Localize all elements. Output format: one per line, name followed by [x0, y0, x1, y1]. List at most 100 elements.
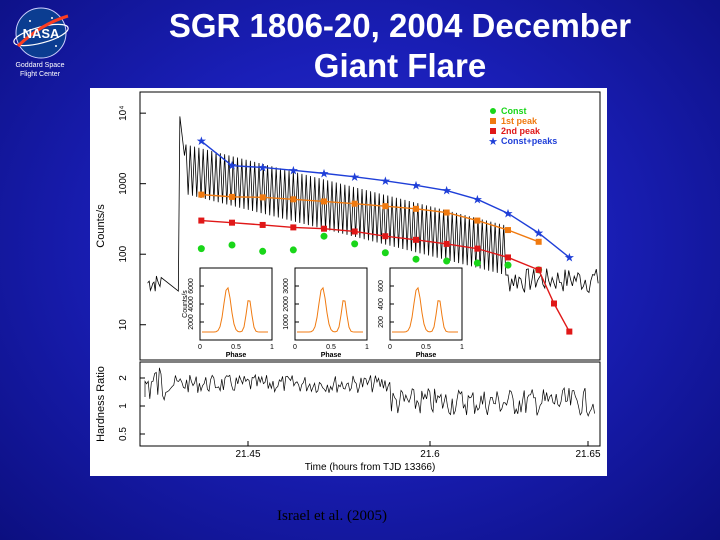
hardness-y-label: Hardness Ratio	[95, 366, 107, 442]
point-const	[320, 232, 328, 240]
hardness-y-tick-label: 2	[118, 375, 129, 381]
y-tick-label: 1000	[118, 172, 129, 195]
nasa-logo: NASA	[13, 7, 69, 59]
point-const-peaks: ★	[472, 192, 483, 206]
point-const-peaks: ★	[380, 174, 391, 188]
point-2nd-peak	[229, 219, 235, 226]
inset-pulse-profile-1	[202, 286, 268, 333]
x-tick-label: 21.65	[575, 449, 600, 460]
point-const	[228, 241, 236, 249]
point-2nd-peak	[413, 236, 419, 243]
inset-x-tick-label: 0	[293, 344, 297, 351]
point-1st-peak	[351, 200, 358, 207]
point-2nd-peak	[321, 225, 327, 232]
point-const	[197, 245, 205, 253]
inset-y-label: Counts/s	[182, 290, 189, 318]
inset-y-tick-label: 400	[378, 298, 385, 310]
title-line2: Giant Flare	[313, 47, 487, 84]
series-line-1st-peak	[201, 193, 539, 243]
legend-label: Const	[501, 106, 527, 116]
inset-pulse-profile-3	[392, 286, 458, 333]
point-1st-peak	[505, 227, 511, 234]
inset-y-tick-label: 200	[378, 316, 385, 328]
inset-x-label: Phase	[416, 352, 437, 359]
inset-x-tick-label: 0	[388, 344, 392, 351]
title-line1: SGR 1806-20, 2004 December	[168, 7, 632, 44]
x-axis-label: Time (hours from TJD 13366)	[305, 462, 436, 473]
x-tick-label: 21.45	[235, 449, 260, 460]
inset-y-tick-label: 2000	[188, 314, 195, 330]
hardness-y-tick-label: 1	[118, 403, 129, 409]
hardness-y-tick-label: 0.5	[118, 427, 129, 441]
point-2nd-peak	[290, 224, 297, 231]
inset-y-tick-label: 2000	[283, 296, 290, 312]
inset-y-tick-label: 6000	[188, 278, 195, 294]
inset-y-tick-label: 600	[378, 280, 385, 292]
y-axis-label: Counts/s	[95, 204, 107, 248]
hardness-frame	[139, 361, 601, 447]
inset-frame-3	[389, 267, 463, 341]
point-const-peaks: ★	[196, 134, 207, 148]
inset-x-tick-label: 0.5	[231, 344, 241, 351]
point-1st-peak	[413, 205, 419, 212]
point-const	[381, 249, 389, 257]
point-const-peaks: ★	[257, 160, 268, 174]
x-tick-label: 21.6	[420, 449, 440, 460]
point-const-peaks: ★	[564, 250, 575, 264]
point-2nd-peak	[443, 240, 450, 247]
point-2nd-peak	[474, 245, 481, 252]
org-line2: Flight Center	[19, 71, 61, 78]
point-const-peaks: ★	[441, 184, 452, 198]
legend-marker	[490, 108, 496, 114]
legend-label: 1st peak	[501, 116, 538, 126]
y-tick-label: 100	[118, 245, 129, 262]
point-2nd-peak	[551, 300, 557, 307]
point-1st-peak	[382, 203, 389, 210]
inset-x-label: Phase	[226, 352, 247, 359]
lightcurve-frame	[139, 91, 601, 361]
slide-title: SGR 1806-20, 2004 December Giant Flare	[100, 6, 700, 86]
flare-figure: ★ ★ ★ ★ ★ ★ ★ ★ ★ ★ ★ ★ ★ 10 100 1000 10⁴ Counts/s Const 1…	[90, 88, 607, 524]
point-const-peaks: ★	[533, 226, 544, 240]
inset-y-tick-label: 4000	[188, 296, 195, 312]
point-1st-peak	[474, 217, 481, 224]
point-const-peaks: ★	[319, 166, 330, 180]
inset-y-tick-label: 3000	[283, 278, 290, 294]
point-const	[473, 259, 481, 267]
point-2nd-peak	[382, 233, 389, 240]
y-tick-label: 10⁴	[118, 105, 129, 120]
inset-x-tick-label: 0	[198, 344, 202, 351]
legend-label: Const+peaks	[501, 136, 557, 146]
chart-svg: ★★ ★ ★ ★ ★ ★ ★ ★★★★★ 10100100010⁴Counts/sConst1…	[95, 91, 601, 473]
point-const	[289, 246, 297, 254]
point-1st-peak	[259, 194, 266, 201]
inset-x-tick-label: 1	[270, 344, 274, 351]
point-const	[259, 247, 267, 255]
point-2nd-peak	[535, 266, 542, 273]
point-const-peaks: ★	[503, 206, 514, 220]
y-tick-label: 10	[118, 319, 129, 331]
point-2nd-peak	[198, 217, 205, 224]
legend-marker	[490, 118, 496, 124]
inset-x-tick-label: 1	[460, 344, 464, 351]
point-1st-peak	[321, 198, 327, 205]
inset-x-label: Phase	[321, 352, 342, 359]
point-const-peaks: ★	[227, 159, 238, 173]
point-const	[351, 240, 359, 248]
inset-x-tick-label: 0.5	[421, 344, 431, 351]
point-const-peaks: ★	[349, 170, 360, 184]
point-const-peaks: ★	[411, 178, 422, 192]
point-2nd-peak	[505, 254, 511, 261]
credit-text: Israel et al. (2005)	[277, 508, 387, 524]
inset-frame-1	[199, 267, 273, 341]
point-const	[504, 261, 512, 269]
point-const	[443, 257, 451, 265]
legend-marker	[490, 128, 496, 134]
point-2nd-peak	[259, 221, 266, 228]
point-1st-peak	[443, 209, 450, 216]
legend-marker: ★	[488, 136, 498, 148]
org-line1: Goddard Space	[15, 62, 65, 69]
legend-label: 2nd peak	[501, 126, 541, 136]
inset-x-tick-label: 1	[365, 344, 369, 351]
inset-y-tick-label: 1000	[283, 314, 290, 330]
